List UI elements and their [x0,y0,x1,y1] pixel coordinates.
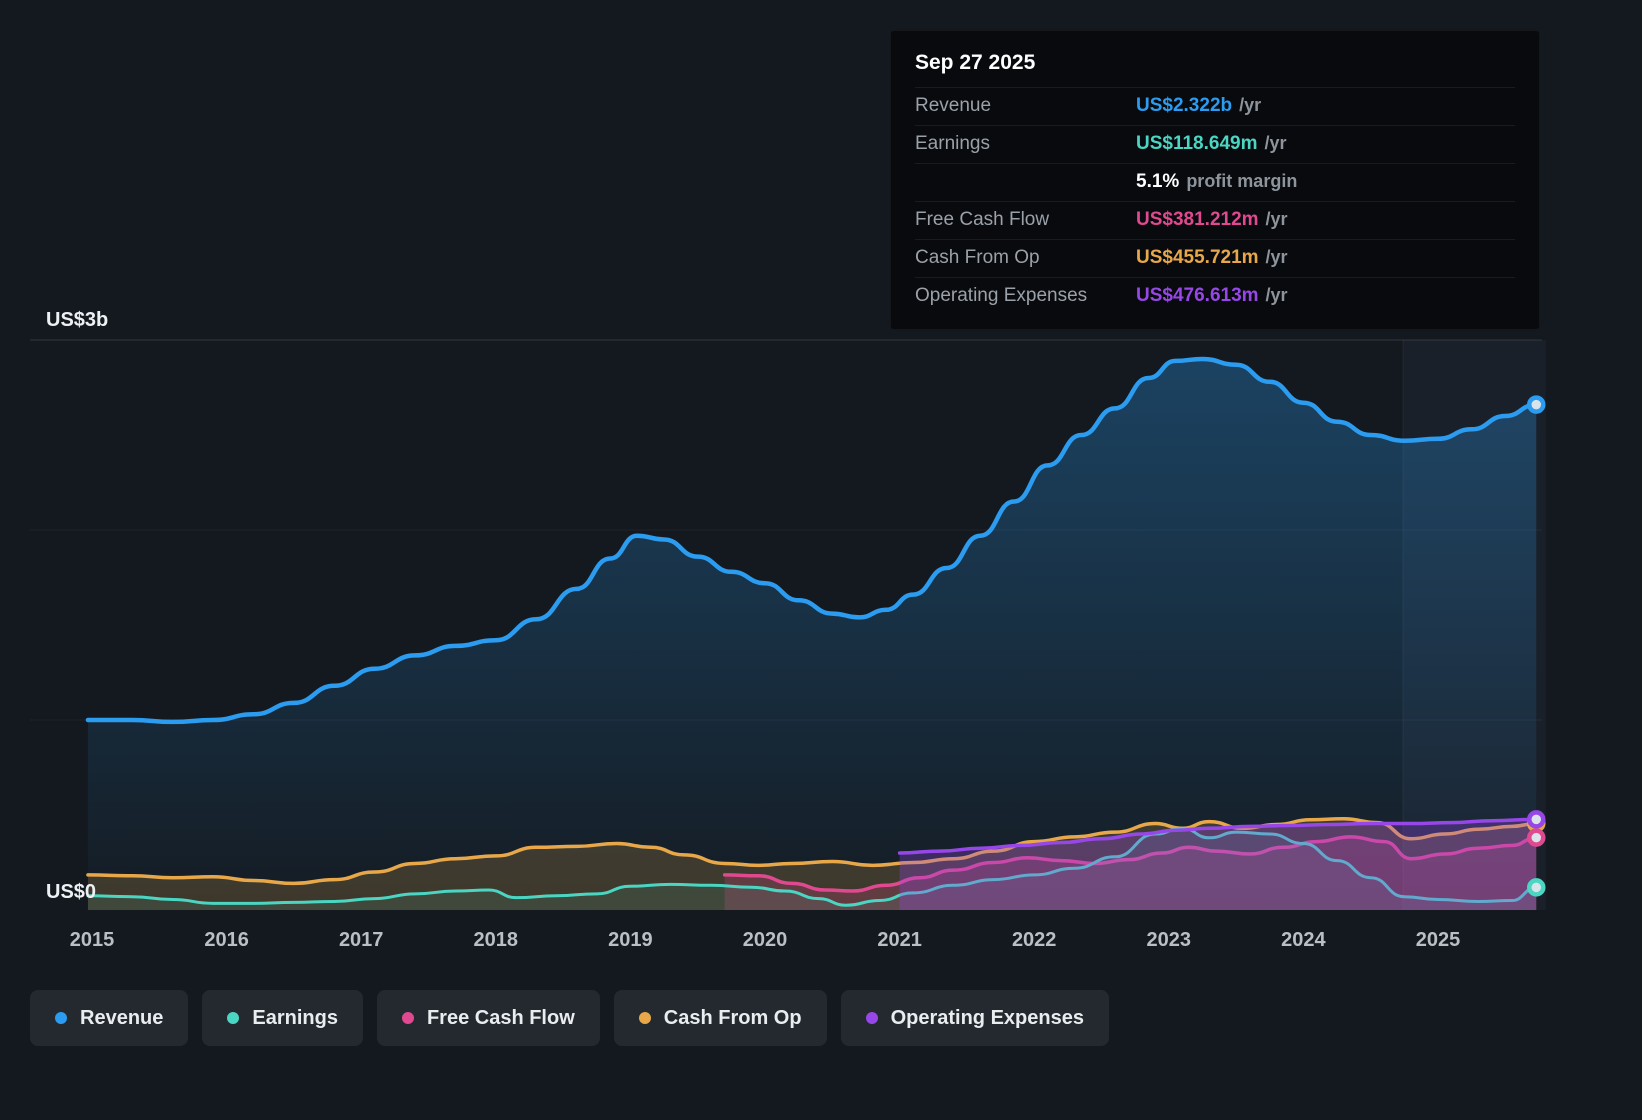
x-axis-label-2021: 2021 [877,929,922,951]
x-axis-label-2024: 2024 [1281,929,1326,951]
legend-label-cash-from-op: Cash From Op [663,1006,802,1029]
earnings-area [87,828,1537,910]
tooltip-value-cell: 5.1% profit margin [1136,171,1515,193]
tooltip-value-revenue: US$2.322b [1136,95,1233,116]
x-axis-label-2022: 2022 [1012,929,1057,951]
legend-label-earnings: Earnings [252,1006,338,1029]
cash-from-op-dot [638,1012,651,1024]
operating-expenses-end-marker [1527,810,1546,829]
tooltip-row-profit-margin: 5.1% profit margin [915,163,1515,201]
tooltip-row-earnings: Earnings US$118.649m/yr [915,125,1515,163]
operating-expenses-dot [865,1012,878,1024]
x-axis-label-2018: 2018 [474,929,519,951]
tooltip-row-free-cash-flow: Free Cash Flow US$381.212m/yr [915,201,1515,239]
revenue-area [87,359,1537,910]
x-axis-label-2025: 2025 [1416,929,1461,951]
free-cash-flow-dot [401,1012,414,1024]
tooltip-value-cell: US$118.649m/yr [1136,133,1515,155]
cash-from-op-line [86,817,1539,886]
tooltip-label-cash-from-op: Cash From Op [915,247,1040,268]
legend-label-revenue: Revenue [80,1006,164,1029]
legend-label-operating-expenses: Operating Expenses [890,1006,1084,1029]
legend: Revenue Earnings Free Cash Flow Cash Fro… [30,990,1109,1046]
earnings-end-marker [1527,878,1546,897]
tooltip-value-cell: US$381.212m/yr [1136,209,1515,231]
x-axis-label-2019: 2019 [608,929,653,951]
tooltip-value-profit-margin: 5.1% [1136,171,1180,192]
tooltip-suffix-operating-expenses: /yr [1265,285,1288,305]
tooltip-suffix-profit-margin: profit margin [1186,171,1298,191]
tooltip-value-cell: US$2.322b/yr [1136,95,1515,117]
tooltip-suffix-free-cash-flow: /yr [1265,209,1288,229]
earnings-dot [227,1012,240,1024]
tooltip-value-cell: US$455.721m/yr [1136,247,1515,269]
legend-item-free-cash-flow[interactable]: Free Cash Flow [376,990,600,1046]
revenue-line [85,356,1539,725]
legend-item-cash-from-op[interactable]: Cash From Op [613,990,827,1046]
x-axis-label-2023: 2023 [1147,929,1192,951]
tooltip-row-operating-expenses: Operating Expenses US$476.613m/yr [915,277,1515,315]
earnings-line [86,826,1538,907]
x-axis-label-2017: 2017 [339,929,384,951]
revenue-dot [55,1012,67,1024]
operating-expenses-line [897,817,1539,855]
legend-item-earnings[interactable]: Earnings [202,990,363,1046]
chart-tooltip: Sep 27 2025 Revenue US$2.322b/yr Earning… [890,30,1540,330]
tooltip-row-revenue: Revenue US$2.322b/yr [915,87,1515,125]
tooltip-value-operating-expenses: US$476.613m [1136,285,1259,306]
tooltip-label-operating-expenses: Operating Expenses [915,285,1088,306]
x-axis-label-2015: 2015 [70,929,115,951]
tooltip-row-cash-from-op: Cash From Op US$455.721m/yr [915,239,1515,277]
y-axis-label-bottom: US$0 [46,881,96,903]
tooltip-date: Sep 27 2025 [915,51,1036,74]
x-axis-label-2020: 2020 [743,929,788,951]
free-cash-flow-line [722,835,1539,893]
legend-item-operating-expenses[interactable]: Operating Expenses [840,990,1109,1046]
x-axis-label-2016: 2016 [204,929,249,951]
tooltip-suffix-revenue: /yr [1239,95,1262,115]
tooltip-suffix-earnings: /yr [1264,133,1287,153]
tooltip-value-cash-from-op: US$455.721m [1136,247,1259,268]
legend-label-free-cash-flow: Free Cash Flow [426,1006,575,1029]
tooltip-label-free-cash-flow: Free Cash Flow [915,209,1050,230]
tooltip-label-earnings: Earnings [915,133,990,154]
free-cash-flow-end-marker [1527,828,1546,847]
tooltip-suffix-cash-from-op: /yr [1265,247,1288,267]
revenue-end-marker [1527,395,1546,414]
operating-expenses-area [899,819,1537,910]
tooltip-value-earnings: US$118.649m [1136,133,1258,154]
tooltip-label-revenue: Revenue [915,95,992,116]
tooltip-value-cell: US$476.613m/yr [1136,285,1515,307]
legend-item-revenue[interactable]: Revenue [30,990,189,1046]
tooltip-value-free-cash-flow: US$381.212m [1136,209,1259,230]
y-axis-label-top: US$3b [46,309,108,331]
cash-from-op-area [87,818,1537,910]
